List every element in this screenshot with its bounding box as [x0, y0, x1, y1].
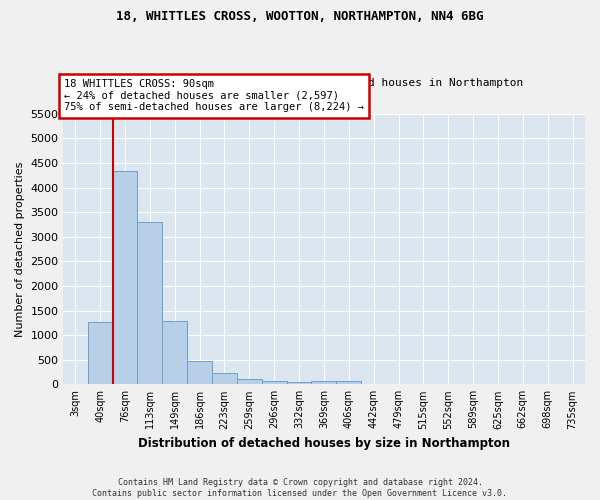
Title: Size of property relative to detached houses in Northampton: Size of property relative to detached ho…: [125, 78, 523, 88]
Bar: [113, 172, 137, 384]
X-axis label: Distribution of detached houses by size in Northampton: Distribution of detached houses by size …: [138, 437, 510, 450]
Text: 18, WHITTLES CROSS, WOOTTON, NORTHAMPTON, NN4 6BG: 18, WHITTLES CROSS, WOOTTON, NORTHAMPTON…: [116, 10, 484, 23]
Bar: [287, 382, 311, 384]
Text: Contains HM Land Registry data © Crown copyright and database right 2024.
Contai: Contains HM Land Registry data © Crown c…: [92, 478, 508, 498]
Bar: [311, 381, 337, 384]
Bar: [137, 222, 163, 384]
Bar: [212, 373, 237, 384]
Bar: [237, 379, 262, 384]
Bar: [262, 381, 287, 384]
Text: 18 WHITTLES CROSS: 90sqm
← 24% of detached houses are smaller (2,597)
75% of sem: 18 WHITTLES CROSS: 90sqm ← 24% of detach…: [64, 79, 364, 112]
Bar: [337, 381, 361, 384]
Bar: [88, 322, 113, 384]
Y-axis label: Number of detached properties: Number of detached properties: [15, 162, 25, 336]
Bar: [187, 360, 212, 384]
Bar: [163, 321, 187, 384]
